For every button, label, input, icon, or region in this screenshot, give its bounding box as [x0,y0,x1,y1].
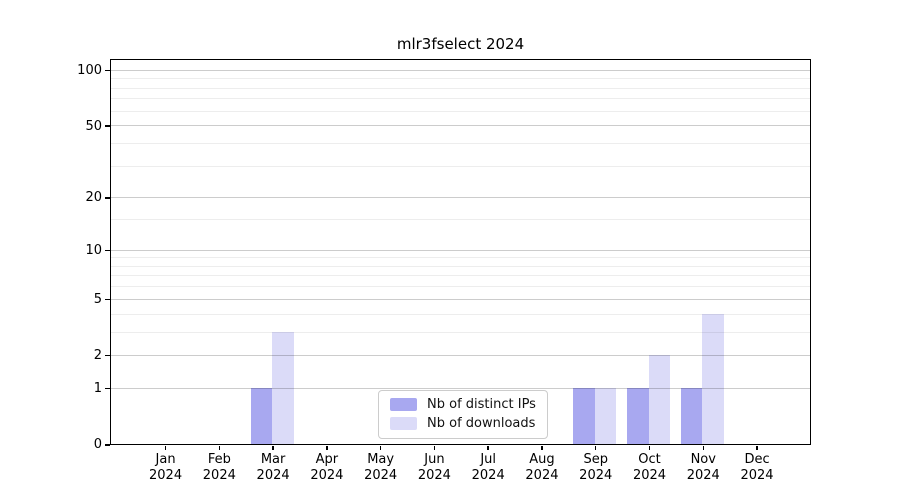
bar [648,354,671,444]
legend-swatch [390,417,417,430]
x-tick-label-year: 2024 [256,467,290,483]
minor-gridline [111,142,810,144]
x-tick-label-month: Aug [529,451,555,467]
x-tick-label: Apr 2024 [295,452,359,484]
x-tick-label: Jan 2024 [134,452,198,484]
x-tick-label: Mar 2024 [241,452,305,484]
x-tick-mark [218,445,221,450]
y-tick-label: 20 [85,190,102,206]
legend: Nb of distinct IPs Nb of downloads [378,390,548,439]
legend-label: Nb of downloads [427,416,536,431]
x-tick-label-month: Nov [690,451,716,467]
x-tick-label: Feb 2024 [187,452,251,484]
x-tick-label-year: 2024 [471,467,505,483]
chart-title: mlr3fselect 2024 [396,35,525,53]
bar [272,331,294,444]
x-tick-mark [594,445,597,450]
x-tick-mark [433,445,436,450]
x-tick-label-year: 2024 [149,467,183,483]
minor-gridline [111,265,810,267]
plot-inner [111,60,810,444]
x-tick-mark [487,445,489,450]
x-tick-mark [164,445,167,450]
major-gridline [111,69,810,71]
x-tick-mark [541,445,543,450]
major-gridline [111,298,810,300]
y-tick-label: 0 [93,437,102,453]
legend-label: Nb of distinct IPs [427,397,536,412]
minor-gridline [111,275,810,277]
bar [702,313,724,444]
x-tick-mark [379,445,382,450]
minor-gridline [111,165,810,167]
x-tick-label: Dec 2024 [725,452,789,484]
legend-item: Nb of downloads [390,416,536,431]
x-tick-mark [272,445,274,450]
legend-item: Nb of distinct IPs [390,397,536,412]
bar [627,387,649,444]
x-tick-label-year: 2024 [740,467,774,483]
legend-swatch [390,398,417,411]
minor-gridline [111,257,810,259]
y-tick-label: 5 [93,292,102,308]
x-tick-label-month: Jul [480,451,497,467]
x-tick-label-month: Apr [315,451,339,467]
plot-area [110,59,811,445]
minor-gridline [111,219,810,221]
x-tick-label: Oct 2024 [617,452,681,484]
x-tick-label-year: 2024 [202,467,236,483]
x-tick-label-month: Oct [638,451,661,467]
y-tick-label: 1 [93,381,102,397]
x-tick-label-year: 2024 [686,467,720,483]
minor-gridline [111,98,810,100]
x-tick-label: Jul 2024 [456,452,520,484]
y-tick-label: 50 [85,118,102,134]
x-tick-label-month: Mar [260,451,286,467]
x-tick-label-year: 2024 [417,467,451,483]
minor-gridline [111,87,810,89]
x-tick-mark [648,445,651,450]
major-gridline [111,125,810,127]
x-tick-label-year: 2024 [310,467,344,483]
major-gridline [111,197,810,199]
bar [594,387,617,444]
x-tick-label: Aug 2024 [510,452,574,484]
bar [680,387,703,444]
x-tick-mark [326,445,328,450]
y-tick-label: 2 [93,348,102,364]
minor-gridline [111,286,810,288]
x-tick-label-month: Feb [207,451,231,467]
x-tick-mark [702,445,704,450]
x-tick-mark [756,445,758,450]
bar [250,387,273,444]
y-tick-label: 10 [85,242,102,258]
x-tick-label: Sep 2024 [564,452,628,484]
x-tick-label-year: 2024 [632,467,667,483]
x-tick-label: May 2024 [349,452,413,484]
x-tick-label-month: Sep [583,451,608,467]
minor-gridline [111,110,810,112]
minor-gridline [111,78,810,80]
major-gridline [111,249,810,251]
bar [573,387,595,444]
y-tick-label: 100 [77,63,102,79]
x-tick-label: Nov 2024 [671,452,735,484]
x-tick-label-year: 2024 [525,467,559,483]
x-tick-label-month: Dec [744,451,770,467]
x-tick-label-year: 2024 [364,467,398,483]
x-tick-label-year: 2024 [579,467,613,483]
x-tick-label-month: Jun [424,451,445,467]
x-tick-label-month: Jan [155,451,176,467]
x-tick-label: Jun 2024 [402,452,466,484]
x-tick-label-month: May [367,451,395,467]
